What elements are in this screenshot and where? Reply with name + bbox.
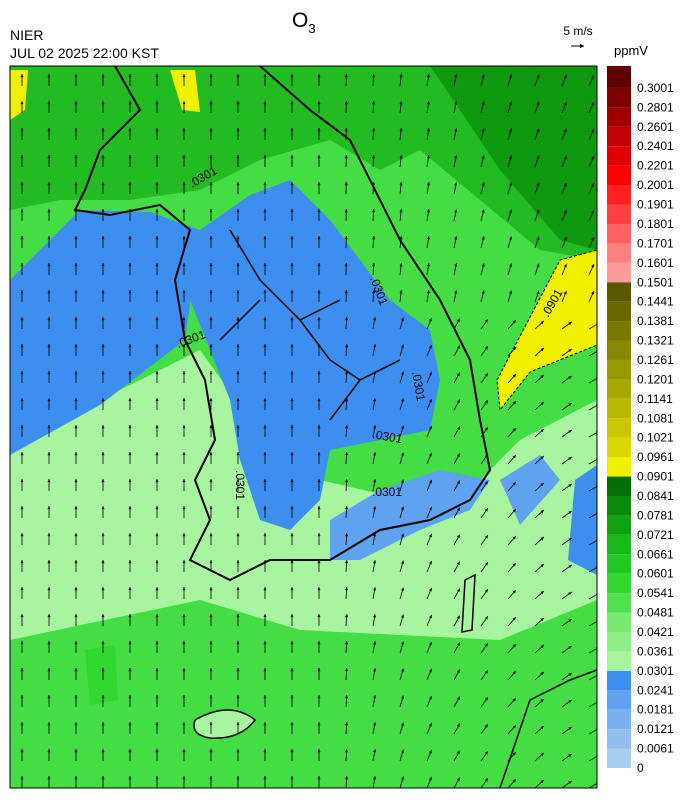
colorbar-label: 0.0901	[637, 470, 674, 484]
colorbar-label: 0.1901	[637, 198, 674, 212]
colorbar-box	[607, 399, 631, 418]
colorbar-box	[607, 341, 631, 360]
colorbar-label: 0.1081	[637, 411, 674, 425]
colorbar-box	[607, 263, 631, 282]
colorbar-label: 0.1801	[637, 217, 674, 231]
colorbar-label: 0.0721	[637, 528, 674, 542]
colorbar-label: 0.2001	[637, 178, 674, 192]
colorbar-box	[607, 224, 631, 243]
colorbar-label: 0.1201	[637, 372, 674, 386]
colorbar-box	[607, 302, 631, 321]
colorbar-label: 0.2601	[637, 120, 674, 134]
colorbar-label: 0.0781	[637, 508, 674, 522]
colorbar-box	[607, 457, 631, 476]
colorbar-box	[607, 749, 631, 768]
colorbar-box	[607, 496, 631, 515]
colorbar-label: 0.0601	[637, 567, 674, 581]
colorbar-box	[607, 379, 631, 398]
colorbar-label: 0.0241	[637, 683, 674, 697]
colorbar-box	[607, 632, 631, 651]
colorbar-box	[607, 360, 631, 379]
colorbar-box	[607, 66, 631, 88]
colorbar-label: 0.1141	[637, 392, 673, 406]
colorbar-box	[607, 282, 631, 301]
colorbar-box	[607, 185, 631, 204]
colorbar-unit: ppmV	[614, 43, 648, 58]
colorbar-label: 0.1381	[637, 314, 674, 328]
colorbar-box	[607, 593, 631, 612]
agency: NIER	[10, 27, 43, 43]
datetime: JUL 02 2025 22:00 KST	[10, 45, 159, 61]
colorbar-box	[607, 671, 631, 690]
colorbar-label: 0	[637, 761, 644, 775]
colorbar-box	[607, 146, 631, 165]
colorbar-label: 0.0121	[637, 722, 674, 736]
colorbar-box	[607, 205, 631, 224]
colorbar-label: 0.3001	[637, 81, 674, 95]
colorbar-box	[607, 477, 631, 496]
colorbar-box	[607, 438, 631, 457]
colorbar-label: 0.1701	[637, 236, 674, 250]
colorbar-label: 0.2801	[637, 100, 674, 114]
wind-reference-label: 5 m/s	[563, 24, 592, 38]
colorbar-label: 0.0481	[637, 606, 674, 620]
wind-reference-arrow	[571, 44, 584, 48]
colorbar-label: 0.0301	[637, 664, 674, 678]
colorbar-box	[607, 418, 631, 437]
colorbar-label: 0.1321	[637, 334, 674, 348]
colorbar-box	[607, 535, 631, 554]
colorbar-label: 0.1261	[637, 353, 674, 367]
colorbar-label: 0.2201	[637, 159, 674, 173]
colorbar-box	[607, 127, 631, 146]
colorbar-box	[607, 88, 631, 107]
field-green-patch	[85, 645, 118, 705]
colorbar-box	[607, 613, 631, 632]
colorbar-label: 0.0421	[637, 625, 674, 639]
colorbar-box	[607, 729, 631, 748]
title: O3	[292, 9, 316, 36]
colorbar-box	[607, 166, 631, 185]
colorbar-box	[607, 243, 631, 262]
contour-label: .0301	[233, 470, 247, 500]
colorbar-label: 0.1021	[637, 431, 674, 445]
colorbar-box	[607, 710, 631, 729]
colorbar-label: 0.0541	[637, 586, 674, 600]
colorbar-box	[607, 651, 631, 670]
colorbar-box	[607, 321, 631, 340]
map: .0301.0301.0301.0301.0301.0301.0901.0301	[10, 66, 599, 788]
title-subscript: 3	[308, 21, 315, 36]
colorbar-label: 0.0841	[637, 489, 674, 503]
colorbar-label: 0.0181	[637, 703, 674, 717]
colorbar-label: 0.1441	[637, 295, 674, 309]
title-main: O	[292, 9, 308, 32]
contour-label: .0301	[372, 485, 402, 499]
colorbar-label: 0.1501	[637, 275, 674, 289]
colorbar-box	[607, 690, 631, 709]
colorbar-label: 0.0061	[637, 742, 674, 756]
colorbar-label: 0.0661	[637, 547, 674, 561]
colorbar-box	[607, 515, 631, 534]
colorbar-label: 0.2401	[637, 139, 674, 153]
colorbar: 0 0.0061 0.0121 0.0181 0.0241 0.0301 0.0361 0.0…	[607, 66, 674, 775]
colorbar-label: 0.0361	[637, 644, 674, 658]
colorbar-label: 0.1601	[637, 256, 674, 270]
colorbar-box	[607, 574, 631, 593]
colorbar-label: 0.0961	[637, 450, 674, 464]
colorbar-box	[607, 107, 631, 126]
colorbar-box	[607, 554, 631, 573]
